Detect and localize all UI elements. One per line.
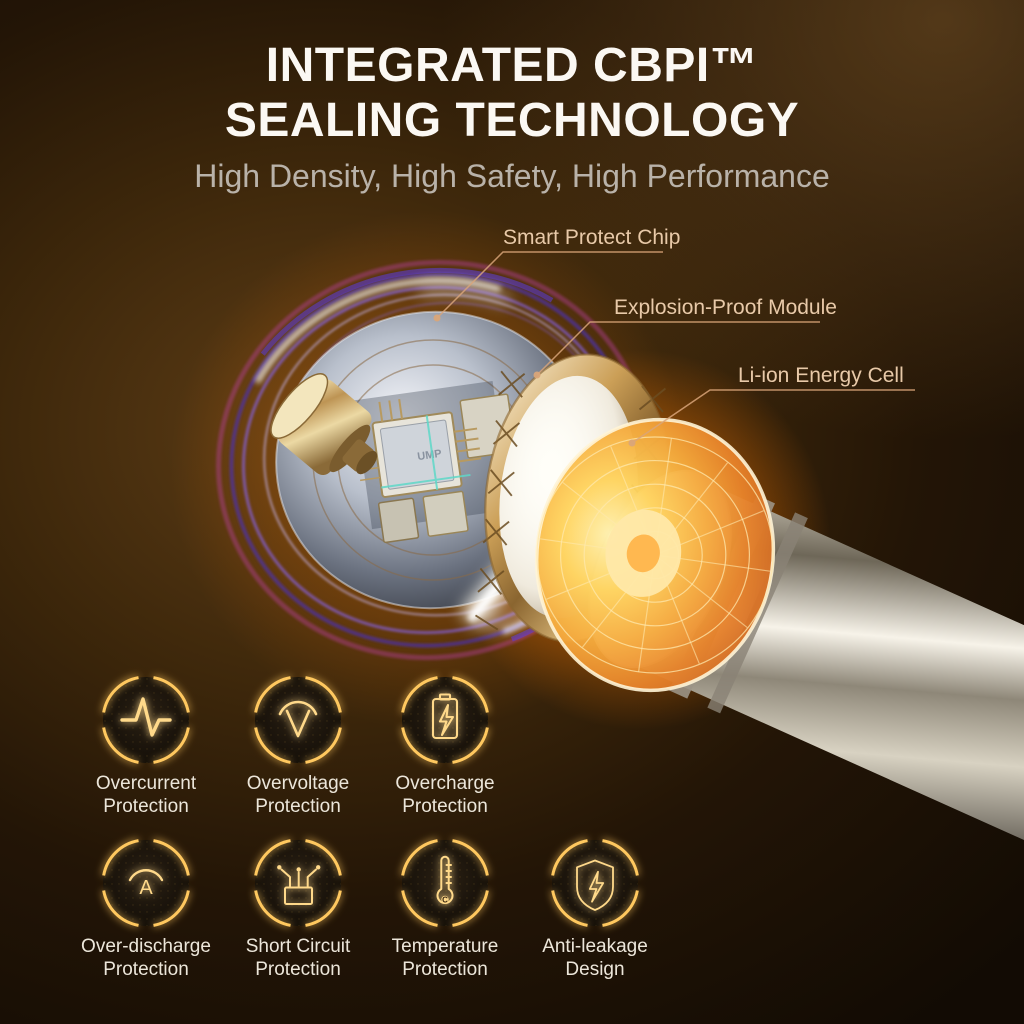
svg-text:Temperature: Temperature [392, 936, 499, 957]
svg-text:Short Circuit: Short Circuit [246, 936, 351, 957]
svg-text:Overcharge: Overcharge [395, 773, 494, 794]
svg-text:Protection: Protection [402, 796, 488, 817]
svg-text:Protection: Protection [103, 959, 189, 980]
svg-text:Anti-leakage: Anti-leakage [542, 936, 648, 957]
svg-text:A: A [139, 877, 153, 899]
svg-text:Explosion-Proof Module: Explosion-Proof Module [614, 296, 837, 319]
svg-text:Overvoltage: Overvoltage [247, 773, 349, 794]
svg-text:Overcurrent: Overcurrent [96, 773, 197, 794]
svg-text:Over-discharge: Over-discharge [81, 936, 211, 957]
svg-text:Protection: Protection [255, 959, 341, 980]
svg-text:Li-ion Energy Cell: Li-ion Energy Cell [738, 364, 904, 387]
svg-text:Design: Design [565, 959, 624, 980]
svg-text:Protection: Protection [402, 959, 488, 980]
svg-text:C: C [442, 896, 448, 905]
svg-text:Protection: Protection [103, 796, 189, 817]
svg-text:Smart Protect Chip: Smart Protect Chip [503, 226, 680, 249]
svg-text:Protection: Protection [255, 796, 341, 817]
